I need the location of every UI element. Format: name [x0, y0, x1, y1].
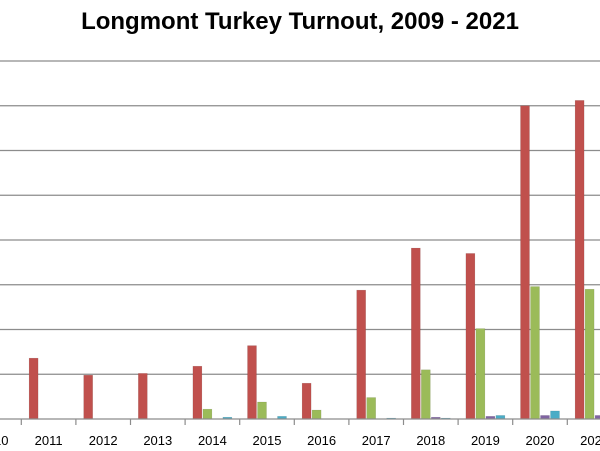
- x-tick-label: 2020: [526, 433, 555, 448]
- bar-series-2: [475, 328, 486, 420]
- bar-series-2: [421, 369, 431, 420]
- bar-series-1: [465, 253, 476, 420]
- bar-series-1: [411, 247, 421, 420]
- x-tick-label: 2016: [307, 433, 336, 448]
- x-tick-label: 2019: [471, 433, 500, 448]
- bar-series-1: [83, 374, 93, 420]
- x-tick-label: 2011: [35, 433, 63, 448]
- gridlines: [0, 60, 600, 375]
- bar-series-1: [574, 100, 585, 420]
- x-tick-label: 2018: [416, 433, 445, 448]
- x-tick-label: 2013: [143, 433, 172, 448]
- x-tick-label: 2015: [253, 433, 282, 448]
- chart-title: Longmont Turkey Turnout, 2009 - 2021: [81, 8, 519, 35]
- bar-series-1: [356, 289, 366, 420]
- bar-series-1: [138, 373, 148, 420]
- bar-series-1: [28, 357, 39, 420]
- bars: [28, 100, 600, 420]
- x-tick-label: 2010: [0, 433, 8, 448]
- bar-series-2: [366, 397, 376, 420]
- bar-series-1: [247, 345, 257, 420]
- x-tick-label: 2021: [580, 433, 600, 448]
- x-tick-label: 2017: [362, 433, 391, 448]
- bar-series-4: [550, 410, 560, 420]
- bar-series-1: [520, 105, 530, 420]
- x-tick-labels: 2010 2011 2012 2013 2014 2015 2016 2017 2018 2019…: [0, 433, 600, 448]
- bar-series-1: [192, 365, 203, 420]
- bar-series-2: [202, 408, 213, 420]
- x-tick-label: 2012: [89, 433, 118, 448]
- x-axis: [0, 418, 600, 425]
- bar-series-2: [584, 288, 595, 420]
- bar-series-2: [530, 286, 540, 420]
- bar-series-2: [311, 409, 322, 420]
- bar-series-1: [301, 382, 312, 420]
- x-tick-label: 2014: [198, 433, 227, 448]
- bar-series-2: [257, 401, 267, 420]
